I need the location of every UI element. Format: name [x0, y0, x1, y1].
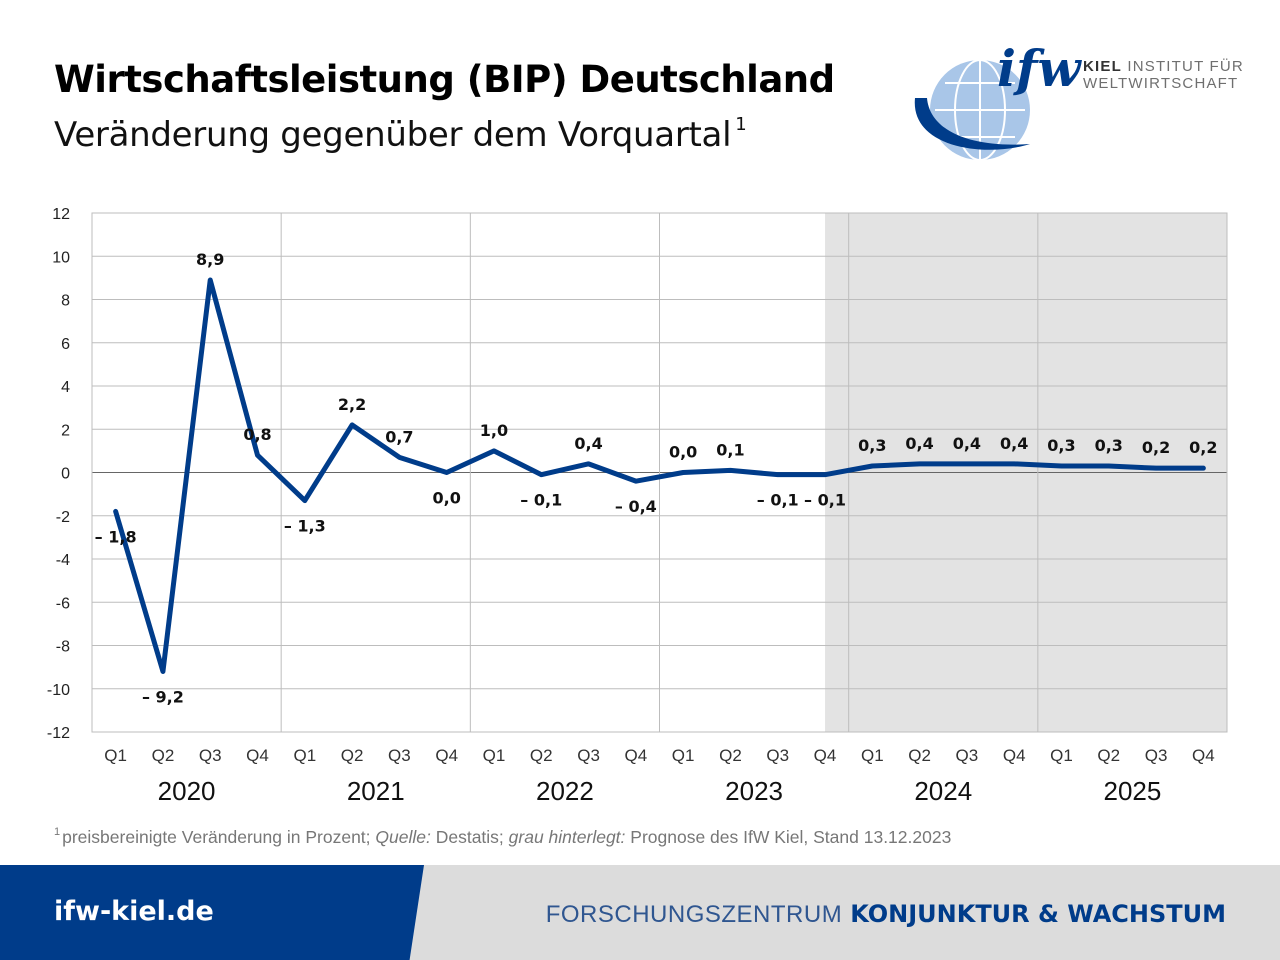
x-tick-label: Q4 [1192, 746, 1215, 765]
x-tick-label: Q1 [672, 746, 695, 765]
y-tick-label: 6 [61, 336, 70, 353]
data-label: – 0,1 [757, 491, 799, 510]
footer-url-panel [0, 865, 424, 960]
y-tick-label: -12 [47, 725, 70, 742]
data-label: 0,1 [716, 440, 744, 459]
x-tick-label: Q3 [388, 746, 411, 765]
y-tick-label: 8 [61, 293, 70, 310]
data-label: 0,4 [905, 434, 933, 453]
data-label: 0,0 [669, 443, 697, 462]
data-label: – 0,1 [804, 491, 846, 510]
y-tick-label: 2 [61, 422, 70, 439]
y-tick-label: 12 [52, 206, 70, 223]
data-label: 0,2 [1142, 438, 1170, 457]
y-tick-label: 10 [52, 249, 70, 266]
plot-border [91, 212, 1228, 733]
data-label: 0,4 [1000, 434, 1028, 453]
data-label: – 9,2 [142, 687, 184, 706]
data-label: – 0,1 [520, 491, 562, 510]
logo-institute-line1: KIEL INSTITUT FÜR [1083, 58, 1244, 75]
data-label: – 1,8 [95, 527, 137, 546]
x-tick-label: Q4 [1003, 746, 1026, 765]
x-tick-label: Q2 [908, 746, 931, 765]
data-label: 1,0 [480, 421, 508, 440]
footer-division: FORSCHUNGSZENTRUM KONJUNKTUR & WACHSTUM [545, 900, 1226, 928]
x-tick-label: Q4 [435, 746, 458, 765]
chart-title: Wirtschaftsleistung (BIP) Deutschland [54, 58, 835, 101]
data-label: 8,9 [196, 250, 224, 269]
footer-url-link[interactable]: ifw-kiel.de [54, 896, 214, 927]
year-label: 2023 [725, 776, 783, 806]
y-tick-label: -4 [56, 552, 70, 569]
x-tick-label: Q3 [577, 746, 600, 765]
data-label: – 1,3 [284, 517, 326, 536]
chart-subtitle: Veränderung gegenüber dem Vorquartal 1 [54, 114, 747, 155]
year-label: 2020 [158, 776, 216, 806]
x-tick-label: Q1 [1050, 746, 1073, 765]
x-tick-label: Q3 [956, 746, 979, 765]
data-label: 0,0 [433, 489, 461, 508]
subtitle-footnote-mark: 1 [735, 114, 747, 135]
y-tick-label: -8 [56, 639, 70, 656]
x-tick-label: Q1 [104, 746, 127, 765]
x-tick-label: Q1 [861, 746, 884, 765]
x-tick-label: Q2 [152, 746, 175, 765]
data-label: 0,4 [953, 434, 981, 453]
year-label: 2021 [347, 776, 405, 806]
x-tick-label: Q1 [293, 746, 316, 765]
data-label: 0,4 [574, 434, 602, 453]
x-tick-label: Q2 [1097, 746, 1120, 765]
globe-icon [914, 59, 1030, 161]
y-tick-label: 0 [61, 466, 70, 483]
data-label: – 0,4 [615, 497, 657, 516]
x-tick-label: Q4 [246, 746, 269, 765]
data-label: 0,3 [858, 436, 886, 455]
x-tick-label: Q2 [341, 746, 364, 765]
data-label: 0,3 [1095, 436, 1123, 455]
x-tick-label: Q4 [625, 746, 648, 765]
x-tick-label: Q2 [719, 746, 742, 765]
y-tick-label: -10 [47, 682, 70, 699]
x-tick-label: Q2 [530, 746, 553, 765]
x-tick-label: Q3 [1145, 746, 1168, 765]
logo-institute-line2: WELTWIRTSCHAFT [1083, 75, 1239, 92]
series-line [113, 277, 1206, 674]
x-tick-label: Q3 [199, 746, 222, 765]
data-label: 0,7 [385, 427, 413, 446]
data-label: 2,2 [338, 395, 366, 414]
x-tick-label: Q4 [814, 746, 837, 765]
year-label: 2025 [1103, 776, 1161, 806]
x-tick-label: Q1 [483, 746, 506, 765]
y-tick-label: -2 [56, 509, 70, 526]
year-label: 2024 [914, 776, 972, 806]
x-tick-label: Q3 [766, 746, 789, 765]
y-tick-label: 4 [61, 379, 70, 396]
y-tick-label: -6 [56, 595, 70, 612]
ifw-wordmark: ifw [997, 39, 1083, 98]
data-label: 0,3 [1047, 436, 1075, 455]
data-label: 0,8 [243, 425, 271, 444]
footnote: 1 preisbereinigte Veränderung in Prozent;… [54, 826, 952, 847]
subtitle-text: Veränderung gegenüber dem Vorquartal [54, 115, 732, 155]
data-label: 0,2 [1189, 438, 1217, 457]
gdp-line-chart: 12 10 8 6 4 2 0 -2 -4 -6 -8 -10 -12 – 1,8 – 9,2 8,9 0,8 –… [47, 206, 1228, 806]
year-label: 2022 [536, 776, 594, 806]
ifw-logo: ifw [914, 39, 1083, 161]
